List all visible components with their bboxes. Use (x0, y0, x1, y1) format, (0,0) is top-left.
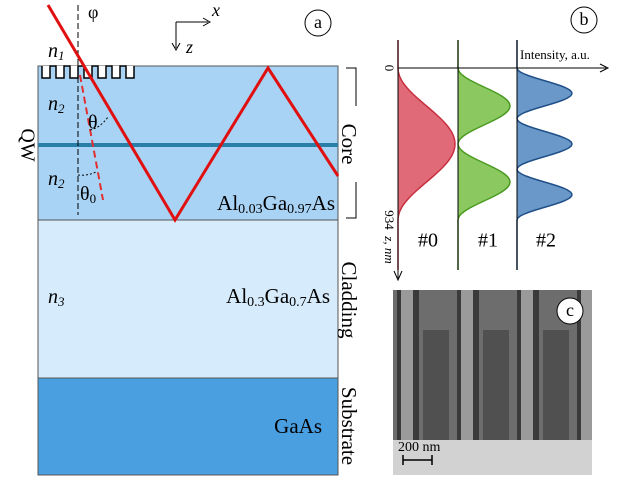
phi: φ (88, 2, 98, 22)
quantum-well (38, 143, 338, 147)
cladding-name: Cladding (337, 262, 361, 339)
mode-label: #1 (478, 230, 498, 252)
mode-label: #2 (536, 230, 556, 252)
y-bottom: 934 (382, 210, 397, 230)
n1: n1 (48, 40, 65, 63)
axis-x: x (211, 0, 220, 20)
y-axis-label: z, nm (382, 235, 397, 263)
x-axis-label: Intensity, a.u. (520, 47, 590, 62)
axis-z: z (185, 37, 193, 57)
mode-label: #0 (418, 230, 438, 252)
panel-b-label: b (580, 9, 589, 29)
figure: x z φ n1 n2 n2 n3 θ θ0 QW Al0.03Ga0.97As… (0, 0, 623, 478)
panel-a-label: a (314, 12, 322, 32)
substrate-name: Substrate (337, 387, 361, 465)
substrate-material: GaAs (274, 414, 322, 438)
scale-label: 200 nm (398, 440, 441, 455)
theta: θ (88, 112, 98, 134)
panel-c-label: c (566, 300, 574, 320)
core-name: Core (337, 124, 361, 165)
core-material: Al0.03Ga0.97As (217, 191, 335, 217)
y-top: 0 (382, 65, 397, 72)
cladding-material: Al0.3Ga0.7As (226, 284, 330, 310)
qw-label: QW (16, 128, 38, 161)
